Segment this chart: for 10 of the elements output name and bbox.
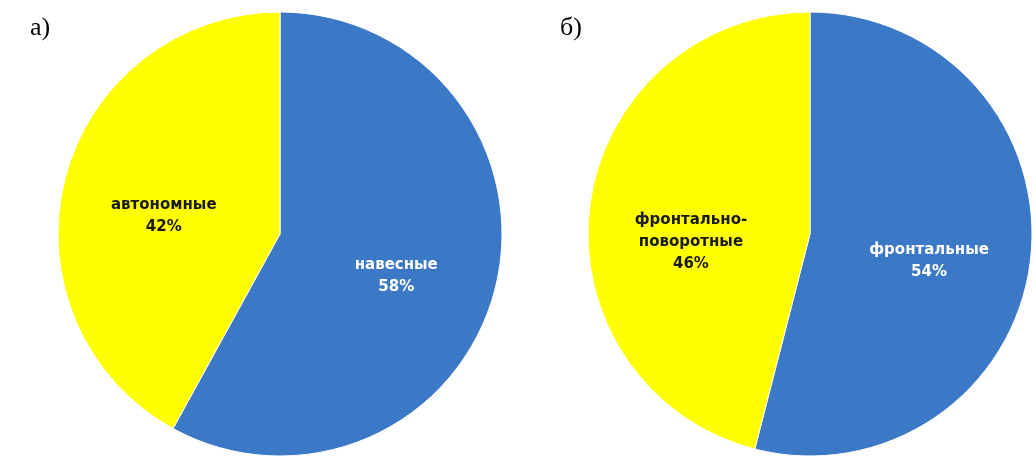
slice-label: автономные bbox=[110, 195, 217, 214]
data-label: 42% bbox=[145, 217, 182, 236]
slice-label: фронтальные bbox=[869, 240, 989, 259]
slice-label: навесные bbox=[354, 254, 438, 273]
slice-label: фронтально-поворотные bbox=[634, 209, 748, 250]
chart-title: а) bbox=[30, 12, 51, 41]
data-label: 46% bbox=[672, 253, 709, 272]
chart-title: б) bbox=[560, 12, 582, 41]
data-label: 54% bbox=[911, 262, 948, 281]
data-label: 58% bbox=[378, 276, 415, 295]
